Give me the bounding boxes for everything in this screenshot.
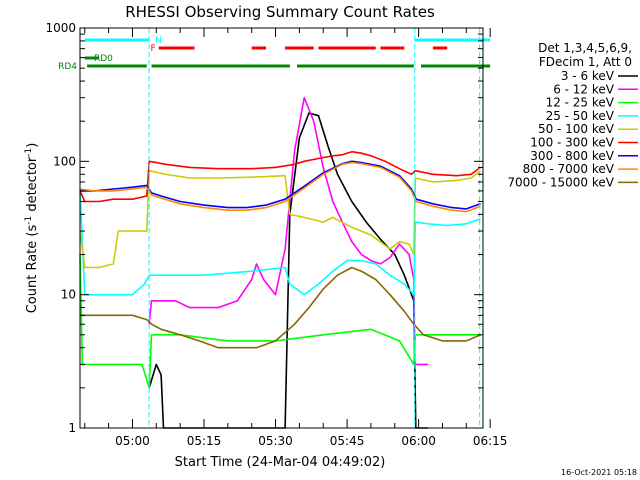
x-tick-label: 05:15 xyxy=(187,434,222,448)
legend-entry-label: 25 - 50 keV xyxy=(546,109,615,123)
y-tick-label: 100 xyxy=(53,154,76,168)
legend-entry-label: 12 - 25 keV xyxy=(546,96,615,110)
series-line xyxy=(79,169,482,269)
y-axis-label-part: ) xyxy=(25,143,40,148)
y-tick-label: 10 xyxy=(61,288,76,302)
flag-label: RD0 xyxy=(94,54,113,64)
series-line xyxy=(80,266,481,349)
legend-entry-label: 300 - 800 keV xyxy=(530,149,614,163)
y-axis-label-sup: -1 xyxy=(24,216,34,225)
flag-label: F xyxy=(151,44,156,54)
legend-header: FDecim 1, Att 0 xyxy=(539,55,632,69)
legend-entry-label: 50 - 100 keV xyxy=(538,122,615,136)
legend-entry-label: 3 - 6 keV xyxy=(561,69,615,83)
chart-title: RHESSI Observing Summary Count Rates xyxy=(125,3,435,21)
flag-label: N xyxy=(155,36,162,46)
series-line xyxy=(79,150,482,203)
plot-frame xyxy=(79,27,484,429)
x-axis: 05:00 05:15 05:30 05:45 06:00 06:15 xyxy=(84,28,508,448)
series-lines xyxy=(79,96,482,429)
x-tick-label: 06:00 xyxy=(401,434,436,448)
legend-header: Det 1,3,4,5,6,9, xyxy=(538,41,632,55)
x-tick-label: 06:15 xyxy=(473,434,508,448)
legend-entry-label: 7000 - 15000 keV xyxy=(507,175,614,189)
legend-entry-label: 100 - 300 keV xyxy=(530,136,614,150)
series-line xyxy=(80,160,481,210)
series-line xyxy=(79,190,481,296)
y-tick-label: 1000 xyxy=(45,21,76,35)
y-axis-label-part: detector xyxy=(25,156,40,216)
series-line xyxy=(148,112,429,429)
y-tick-label: 1 xyxy=(68,421,76,435)
flag-label: RD4 xyxy=(58,62,77,72)
y-axis-label: Count Rate (s-1 detector-1) xyxy=(24,143,40,314)
series-line xyxy=(79,161,481,213)
x-tick-label: 05:30 xyxy=(258,434,293,448)
y-axis: 1 10 100 1000 xyxy=(45,21,483,435)
legend: Det 1,3,4,5,6,9, FDecim 1, Att 0 3 - 6 k… xyxy=(507,41,638,189)
saa-boundaries xyxy=(148,28,481,428)
generation-timestamp: 16-Oct-2021 05:18 xyxy=(561,468,637,477)
observing-flags: NF RD0 RD4 xyxy=(58,36,491,72)
series-line xyxy=(148,96,429,366)
y-axis-label-sup: -1 xyxy=(24,148,34,157)
x-tick-label: 05:00 xyxy=(115,434,150,448)
legend-entry-label: 6 - 12 keV xyxy=(553,82,615,96)
x-tick-label: 05:45 xyxy=(330,434,365,448)
x-axis-label: Start Time (24-Mar-04 04:49:02) xyxy=(175,455,386,470)
legend-entry-label: 800 - 7000 keV xyxy=(523,162,615,176)
y-axis-label-part: Count Rate (s xyxy=(25,225,40,314)
